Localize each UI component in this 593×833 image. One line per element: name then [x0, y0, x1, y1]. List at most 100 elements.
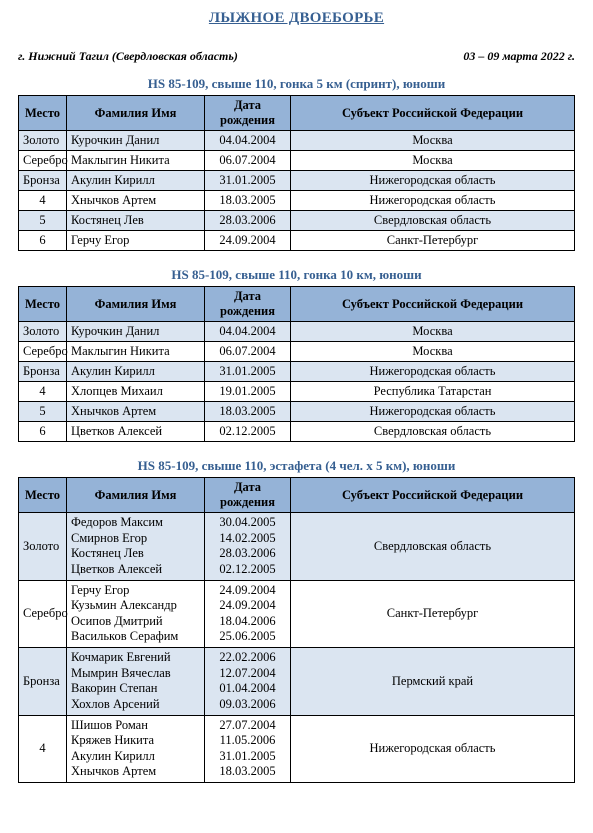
th-subject: Субъект Российской Федерации: [291, 287, 575, 322]
cell-name: Костянец Лев: [67, 211, 205, 231]
th-subject: Субъект Российской Федерации: [291, 96, 575, 131]
table-row: ЗолотоФедоров МаксимСмирнов ЕгорКостянец…: [19, 513, 575, 581]
cell-place: Бронза: [19, 362, 67, 382]
cell-dobs: 27.07.200411.05.200631.01.200518.03.2005: [205, 715, 291, 783]
th-name: Фамилия Имя: [67, 478, 205, 513]
cell-subject: Москва: [291, 342, 575, 362]
cell-dob: 24.09.2004: [205, 231, 291, 251]
table-row: 5Костянец Лев28.03.2006Свердловская обла…: [19, 211, 575, 231]
table-header-row: Место Фамилия Имя Дата рождения Субъект …: [19, 287, 575, 322]
cell-name: Курочкин Данил: [67, 322, 205, 342]
cell-dob: 18.03.2005: [205, 191, 291, 211]
table-row: ЗолотоКурочкин Данил04.04.2004Москва: [19, 131, 575, 151]
table-row: 6Герчу Егор24.09.2004Санкт-Петербург: [19, 231, 575, 251]
table-header-row: Место Фамилия Имя Дата рождения Субъект …: [19, 478, 575, 513]
cell-dob: 31.01.2005: [205, 362, 291, 382]
cell-place: Серебро: [19, 580, 67, 648]
cell-place: Золото: [19, 322, 67, 342]
page-title: ЛЫЖНОЕ ДВОЕБОРЬЕ: [18, 10, 575, 27]
th-subject: Субъект Российской Федерации: [291, 478, 575, 513]
results-table-3: Место Фамилия Имя Дата рождения Субъект …: [18, 477, 575, 783]
cell-place: 4: [19, 382, 67, 402]
table-row: СереброГерчу ЕгорКузьмин АлександрОсипов…: [19, 580, 575, 648]
th-place: Место: [19, 478, 67, 513]
cell-names: Герчу ЕгорКузьмин АлександрОсипов Дмитри…: [67, 580, 205, 648]
cell-subject: Москва: [291, 131, 575, 151]
th-dob: Дата рождения: [205, 96, 291, 131]
cell-place: Золото: [19, 513, 67, 581]
cell-subject: Нижегородская область: [291, 402, 575, 422]
cell-place: Бронза: [19, 171, 67, 191]
cell-name: Хнычков Артем: [67, 191, 205, 211]
table-row: БронзаАкулин Кирилл31.01.2005Нижегородск…: [19, 171, 575, 191]
th-place: Место: [19, 96, 67, 131]
table-title-2: HS 85-109, свыше 110, гонка 10 км, юноши: [18, 267, 575, 283]
table-row: ЗолотоКурочкин Данил04.04.2004Москва: [19, 322, 575, 342]
table-row: 5Хнычков Артем18.03.2005Нижегородская об…: [19, 402, 575, 422]
subhead: г. Нижний Тагил (Свердловская область) 0…: [18, 49, 575, 64]
cell-subject: Санкт-Петербург: [291, 580, 575, 648]
cell-dob: 28.03.2006: [205, 211, 291, 231]
cell-subject: Республика Татарстан: [291, 382, 575, 402]
cell-place: 5: [19, 211, 67, 231]
cell-dob: 19.01.2005: [205, 382, 291, 402]
th-name: Фамилия Имя: [67, 96, 205, 131]
table-row: 4Шишов РоманКряжев НикитаАкулин КириллХн…: [19, 715, 575, 783]
cell-name: Курочкин Данил: [67, 131, 205, 151]
cell-place: 6: [19, 422, 67, 442]
cell-dob: 04.04.2004: [205, 131, 291, 151]
table-row: 6Цветков Алексей02.12.2005Свердловская о…: [19, 422, 575, 442]
cell-subject: Нижегородская область: [291, 362, 575, 382]
results-table-1: Место Фамилия Имя Дата рождения Субъект …: [18, 95, 575, 251]
cell-subject: Свердловская область: [291, 422, 575, 442]
cell-dobs: 30.04.200514.02.200528.03.200602.12.2005: [205, 513, 291, 581]
cell-subject: Москва: [291, 151, 575, 171]
cell-name: Хнычков Артем: [67, 402, 205, 422]
cell-names: Кочмарик ЕвгенийМымрин ВячеславВакорин С…: [67, 648, 205, 716]
location-text: г. Нижний Тагил (Свердловская область): [18, 49, 238, 64]
table-row: БронзаКочмарик ЕвгенийМымрин ВячеславВак…: [19, 648, 575, 716]
cell-name: Акулин Кирилл: [67, 362, 205, 382]
cell-place: Золото: [19, 131, 67, 151]
cell-subject: Нижегородская область: [291, 715, 575, 783]
cell-subject: Нижегородская область: [291, 171, 575, 191]
cell-subject: Пермский край: [291, 648, 575, 716]
th-dob: Дата рождения: [205, 478, 291, 513]
table-row: 4Хнычков Артем18.03.2005Нижегородская об…: [19, 191, 575, 211]
cell-subject: Свердловская область: [291, 513, 575, 581]
cell-name: Герчу Егор: [67, 231, 205, 251]
cell-dobs: 22.02.200612.07.200401.04.200409.03.2006: [205, 648, 291, 716]
th-place: Место: [19, 287, 67, 322]
table-row: 4Хлопцев Михаил19.01.2005Республика Тата…: [19, 382, 575, 402]
th-dob: Дата рождения: [205, 287, 291, 322]
table-header-row: Место Фамилия Имя Дата рождения Субъект …: [19, 96, 575, 131]
table-row: СереброМаклыгин Никита06.07.2004Москва: [19, 342, 575, 362]
table-title-1: HS 85-109, свыше 110, гонка 5 км (спринт…: [18, 76, 575, 92]
table-title-3: HS 85-109, свыше 110, эстафета (4 чел. x…: [18, 458, 575, 474]
cell-subject: Москва: [291, 322, 575, 342]
cell-place: 5: [19, 402, 67, 422]
cell-names: Федоров МаксимСмирнов ЕгорКостянец ЛевЦв…: [67, 513, 205, 581]
cell-dob: 18.03.2005: [205, 402, 291, 422]
cell-dob: 06.07.2004: [205, 151, 291, 171]
cell-place: Бронза: [19, 648, 67, 716]
cell-place: 6: [19, 231, 67, 251]
th-name: Фамилия Имя: [67, 287, 205, 322]
cell-name: Маклыгин Никита: [67, 151, 205, 171]
results-table-2: Место Фамилия Имя Дата рождения Субъект …: [18, 286, 575, 442]
cell-place: 4: [19, 191, 67, 211]
cell-place: Серебро: [19, 342, 67, 362]
cell-dobs: 24.09.200424.09.200418.04.200625.06.2005: [205, 580, 291, 648]
cell-subject: Санкт-Петербург: [291, 231, 575, 251]
cell-dob: 02.12.2005: [205, 422, 291, 442]
cell-names: Шишов РоманКряжев НикитаАкулин КириллХны…: [67, 715, 205, 783]
cell-subject: Свердловская область: [291, 211, 575, 231]
cell-place: 4: [19, 715, 67, 783]
cell-dob: 04.04.2004: [205, 322, 291, 342]
cell-name: Цветков Алексей: [67, 422, 205, 442]
dates-text: 03 – 09 марта 2022 г.: [463, 49, 575, 64]
cell-dob: 31.01.2005: [205, 171, 291, 191]
table-row: БронзаАкулин Кирилл31.01.2005Нижегородск…: [19, 362, 575, 382]
cell-name: Хлопцев Михаил: [67, 382, 205, 402]
cell-subject: Нижегородская область: [291, 191, 575, 211]
